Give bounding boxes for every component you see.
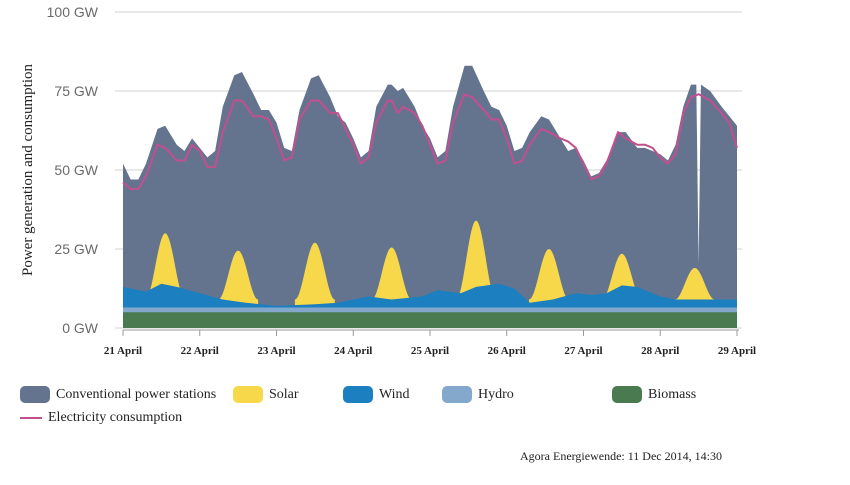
legend-swatch (612, 386, 642, 403)
legend: Conventional power stations Solar Wind Hydr… (20, 386, 840, 436)
legend-item-solar: Solar (233, 386, 299, 403)
y-tick-label: 50 GW (54, 162, 98, 178)
x-axis-ticks: 21 April 22 April 23 April 24 April 25 April… (104, 329, 756, 357)
legend-label: Biomass (648, 386, 697, 402)
x-tick-label: 21 April (104, 345, 142, 357)
line-series (122, 93, 738, 190)
source-note: Agora Energiewende: 11 Dec 2014, 14:30 (520, 449, 722, 463)
y-tick-label: 75 GW (54, 83, 98, 99)
legend-label: Conventional power stations (56, 386, 217, 402)
y-tick-label: 25 GW (54, 241, 98, 257)
legend-swatch (343, 386, 373, 403)
legend-label: Wind (379, 386, 410, 402)
x-tick-label: 29 April (718, 345, 756, 357)
y-tick-label: 0 GW (62, 320, 99, 336)
legend-label: Hydro (478, 386, 514, 402)
legend-item-wind: Wind (343, 386, 410, 403)
legend-item-hydro: Hydro (442, 386, 514, 403)
legend-label: Solar (269, 386, 299, 402)
y-axis-label: Power generation and consumption (20, 63, 36, 276)
x-tick-label: 23 April (257, 345, 295, 357)
line-electricity-consumption (122, 93, 738, 190)
legend-item-biomass: Biomass (612, 386, 696, 403)
area-biomass (123, 312, 737, 328)
area-series (123, 65, 737, 328)
x-tick-label: 26 April (488, 345, 526, 357)
x-tick-label: 27 April (564, 345, 602, 357)
x-tick-label: 24 April (334, 345, 372, 357)
legend-swatch (20, 386, 50, 403)
legend-swatch (233, 386, 263, 403)
legend-swatch (20, 417, 42, 419)
x-tick-label: 28 April (641, 345, 679, 357)
x-tick-label: 25 April (411, 345, 449, 357)
legend-item-conventional-power-stations: Conventional power stations (20, 386, 216, 403)
legend-item-electricity-consumption: Electricity consumption (20, 410, 182, 426)
x-tick-label: 22 April (181, 345, 219, 357)
y-tick-label: 100 GW (47, 4, 99, 20)
y-axis-ticks: 0 GW 25 GW 50 GW 75 GW 100 GW (47, 4, 99, 336)
legend-swatch (442, 386, 472, 403)
legend-label: Electricity consumption (48, 410, 183, 425)
area-conventional-power-stations (123, 65, 737, 328)
